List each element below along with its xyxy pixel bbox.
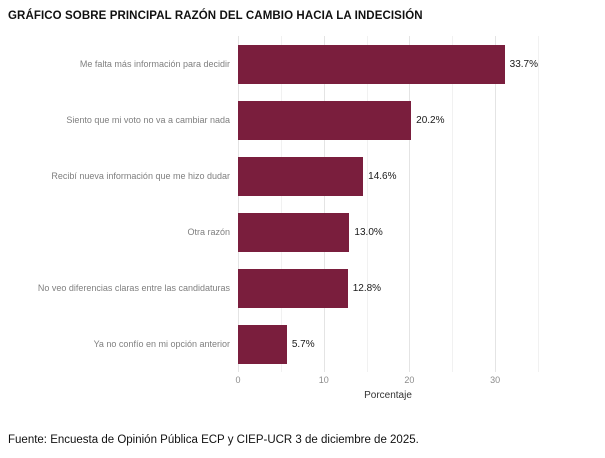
value-label: 5.7% [291,338,315,350]
bar [238,44,505,84]
category-label: Ya no confío en mi opción anterior [93,338,230,349]
gridline-major [238,36,239,372]
gridline-minor [452,36,454,372]
gridline-major [323,36,325,372]
bar-row: 5.7% [238,316,538,372]
value-label: 20.2% [416,114,445,126]
page-title: GRÁFICO SOBRE PRINCIPAL RAZÓN DEL CAMBIO… [8,10,423,22]
bar-row: 13.0% [238,204,538,260]
bar [238,212,350,252]
gridline-major [495,36,497,372]
x-tick-label: 20 [404,375,415,385]
gridline-major [409,36,411,372]
x-tick-label: 10 [318,375,329,385]
source-note: Fuente: Encuesta de Opinión Pública ECP … [8,434,419,446]
x-tick-label: 30 [490,375,501,385]
bar-row: 14.6% [238,148,538,204]
x-axis-title: Porcentaje [364,390,412,401]
category-label: Siento que mi voto no va a cambiar nada [66,114,230,125]
bar-row: 33.7% [238,36,538,92]
category-label: Otra razón [187,226,230,237]
bar [238,268,348,308]
bar [238,100,412,140]
bar-row: 20.2% [238,92,538,148]
value-label: 12.8% [352,282,382,294]
category-labels-column: Me falta más información para decidir Sie… [0,36,238,372]
value-label: 33.7% [509,58,538,70]
category-label: Recibí nueva información que me hizo dud… [51,170,230,181]
category-label: Me falta más información para decidir [79,58,230,69]
bar-chart: Me falta más información para decidir Sie… [0,36,605,372]
bar-row: 12.8% [238,260,538,316]
bar [238,324,287,364]
value-label: 13.0% [354,226,383,238]
category-label: No veo diferencias claras entre las cand… [37,282,230,293]
bar [238,156,364,196]
gridline-minor [538,36,539,372]
x-axis: 0 10 20 30 [235,372,538,388]
x-tick-label: 0 [235,375,241,385]
value-label: 14.6% [368,170,397,182]
gridline-minor [280,36,282,372]
gridline-minor [366,36,368,372]
plot-area: 33.7% 20.2% 14.6% 13.0% 12.8% 5.7% [238,36,539,372]
